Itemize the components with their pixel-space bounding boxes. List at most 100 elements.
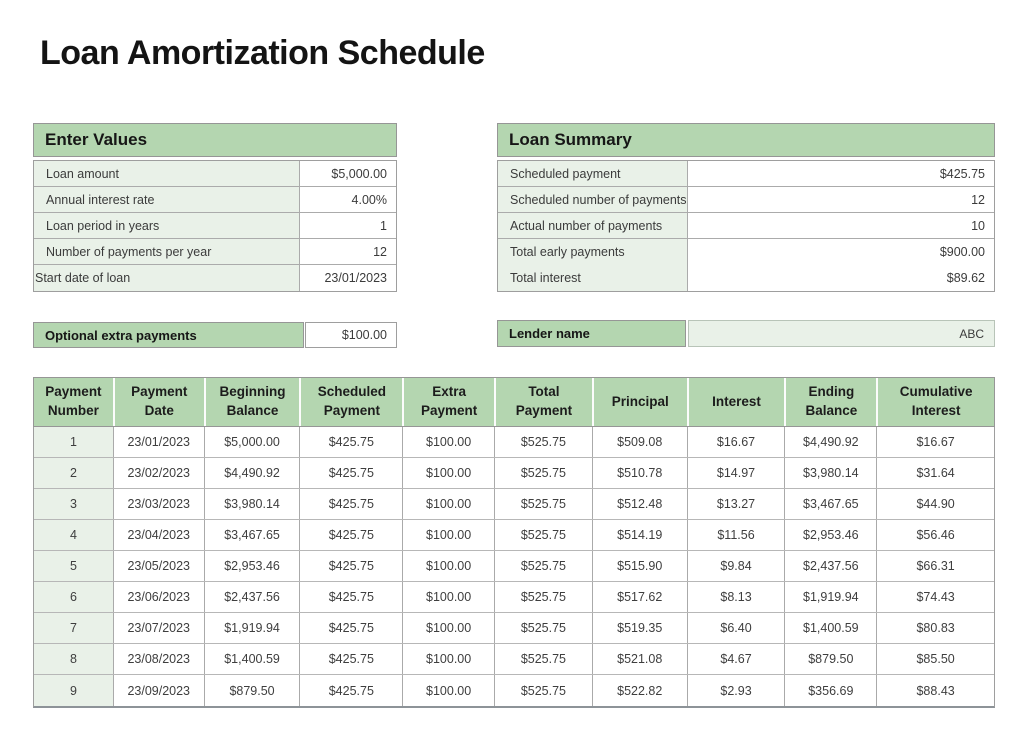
- cell-interest: $9.84: [686, 551, 785, 581]
- column-header-beginning-balance: Beginning Balance: [203, 378, 300, 426]
- cell-extra-payment: $100.00: [402, 613, 495, 643]
- table-row: 3 23/03/2023 $3,980.14 $425.75 $100.00 $…: [34, 489, 994, 520]
- cell-interest: $8.13: [686, 582, 785, 612]
- loan-summary-row-value: 12: [687, 187, 994, 212]
- cell-total-payment: $525.75: [494, 644, 592, 674]
- enter-values-row-label: Loan amount: [34, 161, 299, 186]
- cell-ending-balance: $3,980.14: [784, 458, 877, 488]
- column-header-extra-payment: Extra Payment: [402, 378, 494, 426]
- cell-principal: $519.35: [591, 613, 687, 643]
- cell-total-payment: $525.75: [494, 675, 592, 706]
- schedule-body: 1 23/01/2023 $5,000.00 $425.75 $100.00 $…: [33, 427, 995, 708]
- cell-payment-number: 7: [34, 613, 113, 643]
- cell-principal: $509.08: [591, 427, 687, 457]
- cell-extra-payment: $100.00: [402, 644, 495, 674]
- cell-interest: $6.40: [686, 613, 785, 643]
- cell-extra-payment: $100.00: [402, 520, 495, 550]
- cell-payment-number: 8: [34, 644, 113, 674]
- loan-summary-row-label: Scheduled number of payments: [498, 187, 687, 212]
- cell-principal: $514.19: [591, 520, 687, 550]
- loan-summary-panel: Loan Summary Scheduled payment $425.75 S…: [497, 123, 995, 292]
- lender-name-value[interactable]: ABC: [688, 320, 995, 347]
- cell-scheduled-payment: $425.75: [299, 644, 403, 674]
- cell-payment-number: 4: [34, 520, 113, 550]
- cell-extra-payment: $100.00: [402, 582, 495, 612]
- cell-scheduled-payment: $425.75: [299, 551, 403, 581]
- enter-values-row-value[interactable]: 1: [299, 213, 396, 238]
- cell-extra-payment: $100.00: [402, 489, 495, 519]
- column-header-cumulative-interest: Cumulative Interest: [876, 378, 994, 426]
- enter-values-row: Number of payments per year 12: [34, 239, 396, 265]
- cell-ending-balance: $2,437.56: [784, 551, 877, 581]
- enter-values-header: Enter Values: [33, 123, 397, 157]
- cell-payment-number: 1: [34, 427, 113, 457]
- cell-payment-date: 23/02/2023: [112, 458, 204, 488]
- column-header-payment-number: Payment Number: [45, 384, 102, 418]
- table-row: 5 23/05/2023 $2,953.46 $425.75 $100.00 $…: [34, 551, 994, 582]
- cell-cumulative-interest: $66.31: [876, 551, 994, 581]
- table-row: 9 23/09/2023 $879.50 $425.75 $100.00 $52…: [34, 675, 994, 706]
- cell-interest: $11.56: [686, 520, 785, 550]
- cell-scheduled-payment: $425.75: [299, 489, 403, 519]
- cell-total-payment: $525.75: [494, 520, 592, 550]
- enter-values-row: Loan period in years 1: [34, 213, 396, 239]
- cell-cumulative-interest: $44.90: [876, 489, 994, 519]
- cell-principal: $515.90: [591, 551, 687, 581]
- enter-values-row-label: Number of payments per year: [34, 239, 299, 264]
- cell-payment-date: 23/09/2023: [112, 675, 204, 706]
- cell-payment-date: 23/05/2023: [112, 551, 204, 581]
- enter-values-row-label: Start date of loan: [34, 265, 299, 291]
- enter-values-row-value[interactable]: 4.00%: [299, 187, 396, 212]
- loan-summary-row: Scheduled payment $425.75: [498, 161, 994, 187]
- loan-summary-row: Scheduled number of payments 12: [498, 187, 994, 213]
- cell-scheduled-payment: $425.75: [299, 582, 403, 612]
- cell-scheduled-payment: $425.75: [299, 675, 403, 706]
- enter-values-row-label: Loan period in years: [34, 213, 299, 238]
- loan-summary-header: Loan Summary: [497, 123, 995, 157]
- cell-extra-payment: $100.00: [402, 427, 495, 457]
- enter-values-row-value[interactable]: 23/01/2023: [299, 265, 396, 291]
- loan-summary-row: Actual number of payments 10: [498, 213, 994, 239]
- cell-payment-date: 23/06/2023: [112, 582, 204, 612]
- cell-principal: $522.82: [591, 675, 687, 706]
- cell-cumulative-interest: $16.67: [876, 427, 994, 457]
- cell-total-payment: $525.75: [494, 582, 592, 612]
- cell-cumulative-interest: $85.50: [876, 644, 994, 674]
- cell-extra-payment: $100.00: [402, 458, 495, 488]
- loan-summary-row-label: Actual number of payments: [498, 213, 687, 238]
- table-row: 1 23/01/2023 $5,000.00 $425.75 $100.00 $…: [34, 427, 994, 458]
- cell-payment-number: 6: [34, 582, 113, 612]
- page-title: Loan Amortization Schedule: [40, 34, 485, 72]
- cell-scheduled-payment: $425.75: [299, 458, 403, 488]
- loan-summary-row-label: Scheduled payment: [498, 161, 687, 186]
- optional-extra-payments-value[interactable]: $100.00: [305, 322, 397, 348]
- cell-ending-balance: $879.50: [784, 644, 877, 674]
- cell-total-payment: $525.75: [494, 551, 592, 581]
- optional-extra-payments-label: Optional extra payments: [33, 322, 304, 348]
- column-header-payment-date: Payment Date: [112, 378, 204, 426]
- cell-payment-number: 3: [34, 489, 113, 519]
- cell-extra-payment: $100.00: [402, 675, 495, 706]
- cell-beginning-balance: $3,980.14: [203, 489, 300, 519]
- cell-payment-number: 2: [34, 458, 113, 488]
- cell-principal: $521.08: [591, 644, 687, 674]
- table-row: 6 23/06/2023 $2,437.56 $425.75 $100.00 $…: [34, 582, 994, 613]
- enter-values-row: Annual interest rate 4.00%: [34, 187, 396, 213]
- loan-summary-row-value: $900.00: [687, 239, 994, 265]
- column-header-interest: Interest: [686, 378, 785, 426]
- cell-ending-balance: $2,953.46: [784, 520, 877, 550]
- enter-values-row-value[interactable]: 12: [299, 239, 396, 264]
- cell-cumulative-interest: $74.43: [876, 582, 994, 612]
- cell-principal: $517.62: [591, 582, 687, 612]
- loan-summary-row-value: $425.75: [687, 161, 994, 186]
- cell-payment-date: 23/04/2023: [112, 520, 204, 550]
- loan-summary-row: Total early payments $900.00: [498, 239, 994, 265]
- cell-scheduled-payment: $425.75: [299, 613, 403, 643]
- cell-beginning-balance: $3,467.65: [203, 520, 300, 550]
- cell-beginning-balance: $2,437.56: [203, 582, 300, 612]
- amortization-schedule-table: Payment Number Payment Date Beginning Ba…: [33, 377, 995, 708]
- enter-values-row-value[interactable]: $5,000.00: [299, 161, 396, 186]
- cell-cumulative-interest: $88.43: [876, 675, 994, 706]
- cell-ending-balance: $1,400.59: [784, 613, 877, 643]
